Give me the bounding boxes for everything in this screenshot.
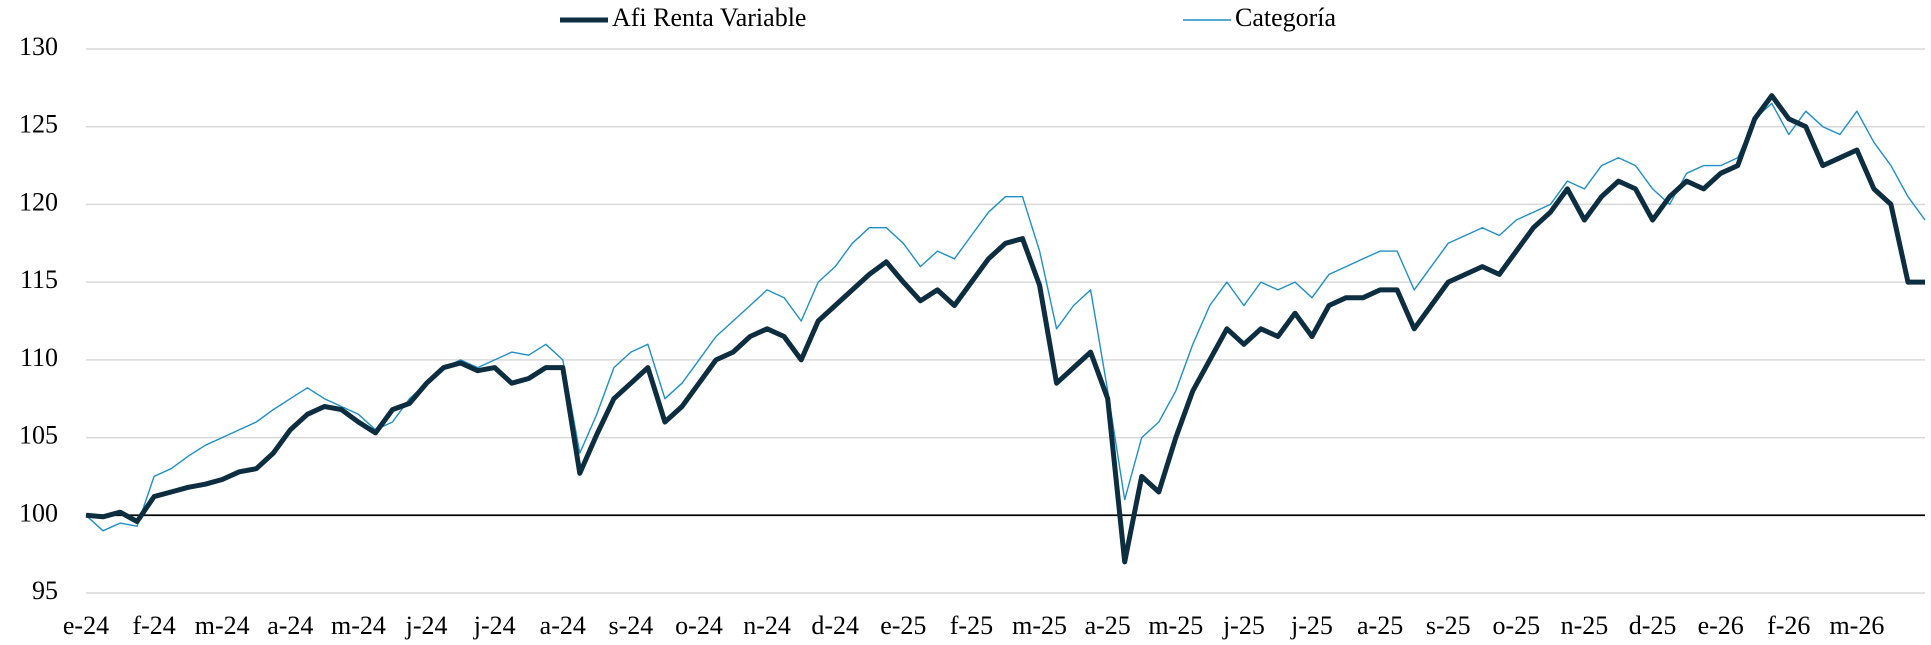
x-tick-label: o-24 xyxy=(675,611,723,640)
x-tick-label: e-26 xyxy=(1698,611,1744,640)
x-tick-label: a-24 xyxy=(267,611,313,640)
legend-label: Afi Renta Variable xyxy=(612,3,806,32)
y-tick-label: 120 xyxy=(19,187,58,216)
x-tick-label: f-24 xyxy=(132,611,175,640)
y-tick-label: 110 xyxy=(20,343,58,372)
x-tick-label: a-25 xyxy=(1085,611,1131,640)
series-line xyxy=(85,102,1926,532)
y-tick-label: 125 xyxy=(19,110,58,139)
x-tick-label: s-25 xyxy=(1426,611,1471,640)
x-tick-label: m-25 xyxy=(1012,611,1067,640)
x-tick-label: o-25 xyxy=(1492,611,1540,640)
x-tick-label: f-25 xyxy=(950,611,993,640)
x-tick-label: n-24 xyxy=(743,611,791,640)
x-tick-label: m-25 xyxy=(1148,611,1203,640)
series-line xyxy=(85,93,1925,565)
y-tick-label: 130 xyxy=(19,32,58,61)
x-tick-label: m-24 xyxy=(331,611,386,640)
y-tick-label: 95 xyxy=(32,576,58,605)
x-tick-label: s-24 xyxy=(608,611,653,640)
y-tick-label: 100 xyxy=(19,498,58,527)
x-tick-label: j-25 xyxy=(1290,611,1333,640)
x-tick-label: d-24 xyxy=(811,611,859,640)
x-tick-label: e-25 xyxy=(880,611,926,640)
legend-label: Categoría xyxy=(1235,3,1337,32)
x-tick-label: j-24 xyxy=(473,611,516,640)
x-tick-label: n-25 xyxy=(1561,611,1609,640)
x-tick-label: j-25 xyxy=(1222,611,1265,640)
x-tick-label: d-25 xyxy=(1629,611,1677,640)
x-tick-label: j-24 xyxy=(405,611,448,640)
x-tick-label: a-25 xyxy=(1357,611,1403,640)
x-tick-label: a-24 xyxy=(540,611,586,640)
x-tick-label: m-24 xyxy=(195,611,250,640)
y-tick-label: 105 xyxy=(19,421,58,450)
x-tick-label: f-26 xyxy=(1767,611,1810,640)
x-tick-label: m-26 xyxy=(1829,611,1884,640)
y-tick-label: 115 xyxy=(20,265,58,294)
x-tick-label: e-24 xyxy=(63,611,109,640)
